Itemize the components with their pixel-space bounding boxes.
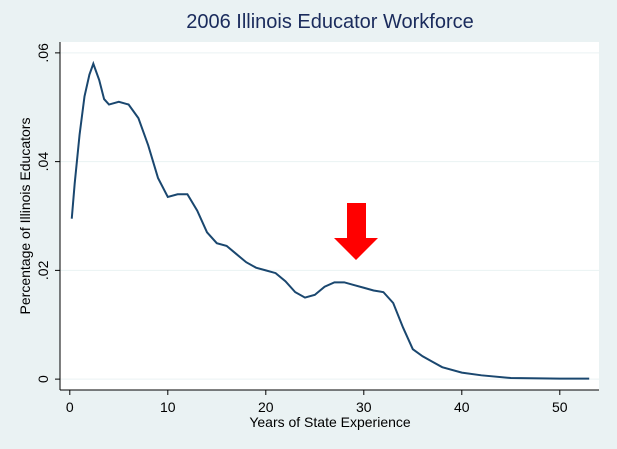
arrow-annotation — [334, 203, 378, 260]
chart-title: 2006 Illinois Educator Workforce — [186, 11, 474, 33]
x-tick-label: 40 — [454, 399, 470, 415]
y-tick-label: .04 — [35, 152, 51, 172]
x-tick-label: 10 — [160, 399, 176, 415]
y-tick-label: .06 — [35, 43, 51, 63]
x-axis-label: Years of State Experience — [249, 414, 411, 430]
x-tick-label: 0 — [66, 399, 74, 415]
y-axis-label: Percentage of Illinois Educators — [17, 118, 33, 315]
x-tick-label: 30 — [356, 399, 372, 415]
y-tick-label: 0 — [35, 375, 51, 383]
y-tick-label: .02 — [35, 260, 51, 280]
plot-area — [60, 42, 599, 390]
x-tick-label: 50 — [552, 399, 568, 415]
data-line — [70, 60, 590, 380]
x-tick-label: 20 — [258, 399, 274, 415]
